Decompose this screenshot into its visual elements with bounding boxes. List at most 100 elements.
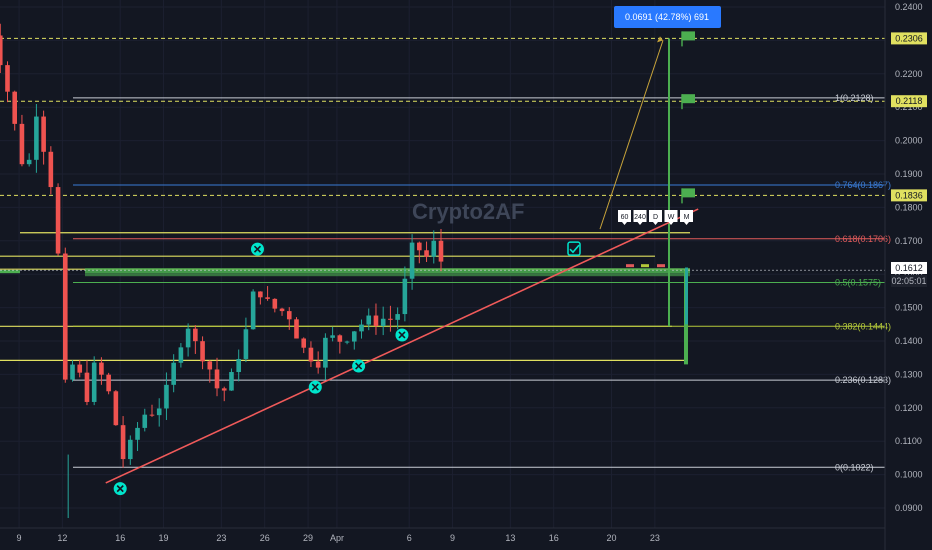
x-tick-label: 9 bbox=[17, 533, 22, 543]
x-marker-cross bbox=[398, 331, 406, 339]
x-tick-label: 6 bbox=[407, 533, 412, 543]
candle-body bbox=[330, 335, 335, 338]
x-axis: 9 12 16 19 23 26 29 Apr 6 9 13 16 20 23 bbox=[0, 527, 885, 543]
candle-body bbox=[308, 347, 314, 362]
support-zone bbox=[85, 273, 690, 277]
x-tick-label: Apr bbox=[330, 533, 344, 543]
candle-body bbox=[373, 315, 379, 327]
target-tag bbox=[891, 189, 927, 202]
candle-body bbox=[55, 187, 61, 254]
y-tick-label: 0.1300 bbox=[895, 369, 923, 379]
timeframe-label: D bbox=[653, 214, 658, 221]
x-tick-label: 16 bbox=[115, 533, 125, 543]
check-marker bbox=[567, 241, 581, 256]
timeframe-label: M bbox=[684, 214, 690, 221]
candle-body bbox=[164, 384, 169, 409]
candle-body bbox=[48, 151, 54, 188]
target-label: 0.1836 bbox=[895, 190, 923, 200]
x-marker-cross bbox=[311, 383, 319, 391]
target-label: 0.2306 bbox=[895, 33, 923, 43]
candle-body bbox=[41, 116, 46, 152]
x-tick-label: 12 bbox=[57, 533, 67, 543]
candle-body bbox=[214, 369, 220, 389]
candle-body bbox=[366, 315, 372, 325]
fib-label: 0.5(0.1575) bbox=[835, 278, 881, 288]
candle-body bbox=[207, 361, 213, 370]
candle-body bbox=[438, 240, 444, 262]
candle-body bbox=[26, 159, 32, 165]
x-tick-label: 9 bbox=[450, 533, 455, 543]
candle-body bbox=[200, 341, 205, 362]
candle-body bbox=[286, 311, 292, 320]
fib-label: 0.236(0.1283) bbox=[835, 375, 891, 385]
timeframe-button-60 bbox=[618, 210, 631, 225]
target-flags bbox=[681, 31, 695, 204]
candle-body bbox=[351, 331, 357, 342]
candle-body bbox=[62, 253, 68, 380]
candle-body bbox=[258, 291, 263, 298]
candle-body bbox=[229, 372, 234, 391]
candle-body bbox=[0, 35, 3, 66]
y-tick-label: 0.1400 bbox=[895, 336, 923, 346]
projection-bar bbox=[685, 267, 688, 325]
candle-body bbox=[120, 425, 126, 460]
projection-arrow bbox=[599, 36, 664, 230]
candle-body bbox=[236, 358, 241, 373]
timeframe-marker bbox=[626, 264, 634, 268]
x-tick-label: 23 bbox=[216, 533, 226, 543]
fib-label: 0.382(0.1444) bbox=[835, 321, 891, 331]
candle-body bbox=[128, 439, 133, 460]
timeframe-label: 240 bbox=[634, 214, 646, 221]
candle-body bbox=[34, 116, 39, 160]
timeframe-button-240 bbox=[633, 210, 647, 225]
candle-body bbox=[91, 362, 97, 402]
y-tick-label: 0.2100 bbox=[895, 102, 923, 112]
flag-icon bbox=[682, 31, 695, 41]
y-axis: 0.0900 0.1000 0.1100 0.1200 0.1300 0.1400 0.15… bbox=[884, 0, 927, 550]
x-tick-label: 26 bbox=[260, 533, 270, 543]
x-tick-label: 19 bbox=[159, 533, 169, 543]
target-label: 0.2118 bbox=[896, 96, 923, 106]
fib-levels: 1(0.2128) 0.764(0.1867) 0.618(0.1706) 0.5(0… bbox=[0, 37, 891, 472]
x-markers bbox=[113, 241, 581, 496]
candle-body bbox=[142, 414, 148, 428]
fib-label: 0.618(0.1706) bbox=[835, 234, 891, 244]
x-tick-label: 16 bbox=[549, 533, 559, 543]
y-tick-label: 0.2400 bbox=[895, 2, 923, 12]
support-zone bbox=[0, 270, 20, 274]
candle-body bbox=[70, 364, 75, 380]
candle-body bbox=[388, 318, 393, 320]
candle-body bbox=[171, 362, 176, 385]
candle-body bbox=[106, 374, 111, 392]
candle-body bbox=[380, 318, 386, 327]
candle-body bbox=[301, 338, 307, 348]
timeframe-button-M bbox=[680, 210, 693, 225]
support-zone bbox=[85, 268, 690, 274]
candle-body bbox=[243, 329, 249, 359]
candle-body bbox=[279, 308, 285, 312]
target-tag bbox=[891, 95, 927, 108]
candle-body bbox=[402, 278, 408, 315]
timeframe-button-W bbox=[664, 210, 678, 225]
candle-body bbox=[113, 391, 119, 426]
watermark: Crypto2AF bbox=[412, 199, 524, 224]
fib-label: 0.764(0.1867) bbox=[835, 180, 891, 190]
candle-body bbox=[156, 408, 162, 416]
y-tick-label: 0.2200 bbox=[895, 69, 923, 79]
x-marker-cross bbox=[116, 485, 124, 493]
y-tick-label: 0.2000 bbox=[895, 136, 923, 146]
candle-body bbox=[323, 337, 328, 368]
y-tick-label: 0.1000 bbox=[895, 470, 923, 480]
x-marker-cross bbox=[253, 245, 262, 253]
candle-body bbox=[178, 347, 184, 363]
candle-body bbox=[19, 123, 25, 165]
timeframe-buttons: 60 240 D W M bbox=[618, 210, 693, 268]
ascending-trendline bbox=[105, 208, 699, 484]
candle-body bbox=[294, 319, 299, 339]
candle-body bbox=[359, 324, 364, 332]
candle-body bbox=[221, 388, 227, 391]
candle-body bbox=[337, 335, 343, 342]
y-tick-label: 0.1800 bbox=[895, 202, 923, 212]
